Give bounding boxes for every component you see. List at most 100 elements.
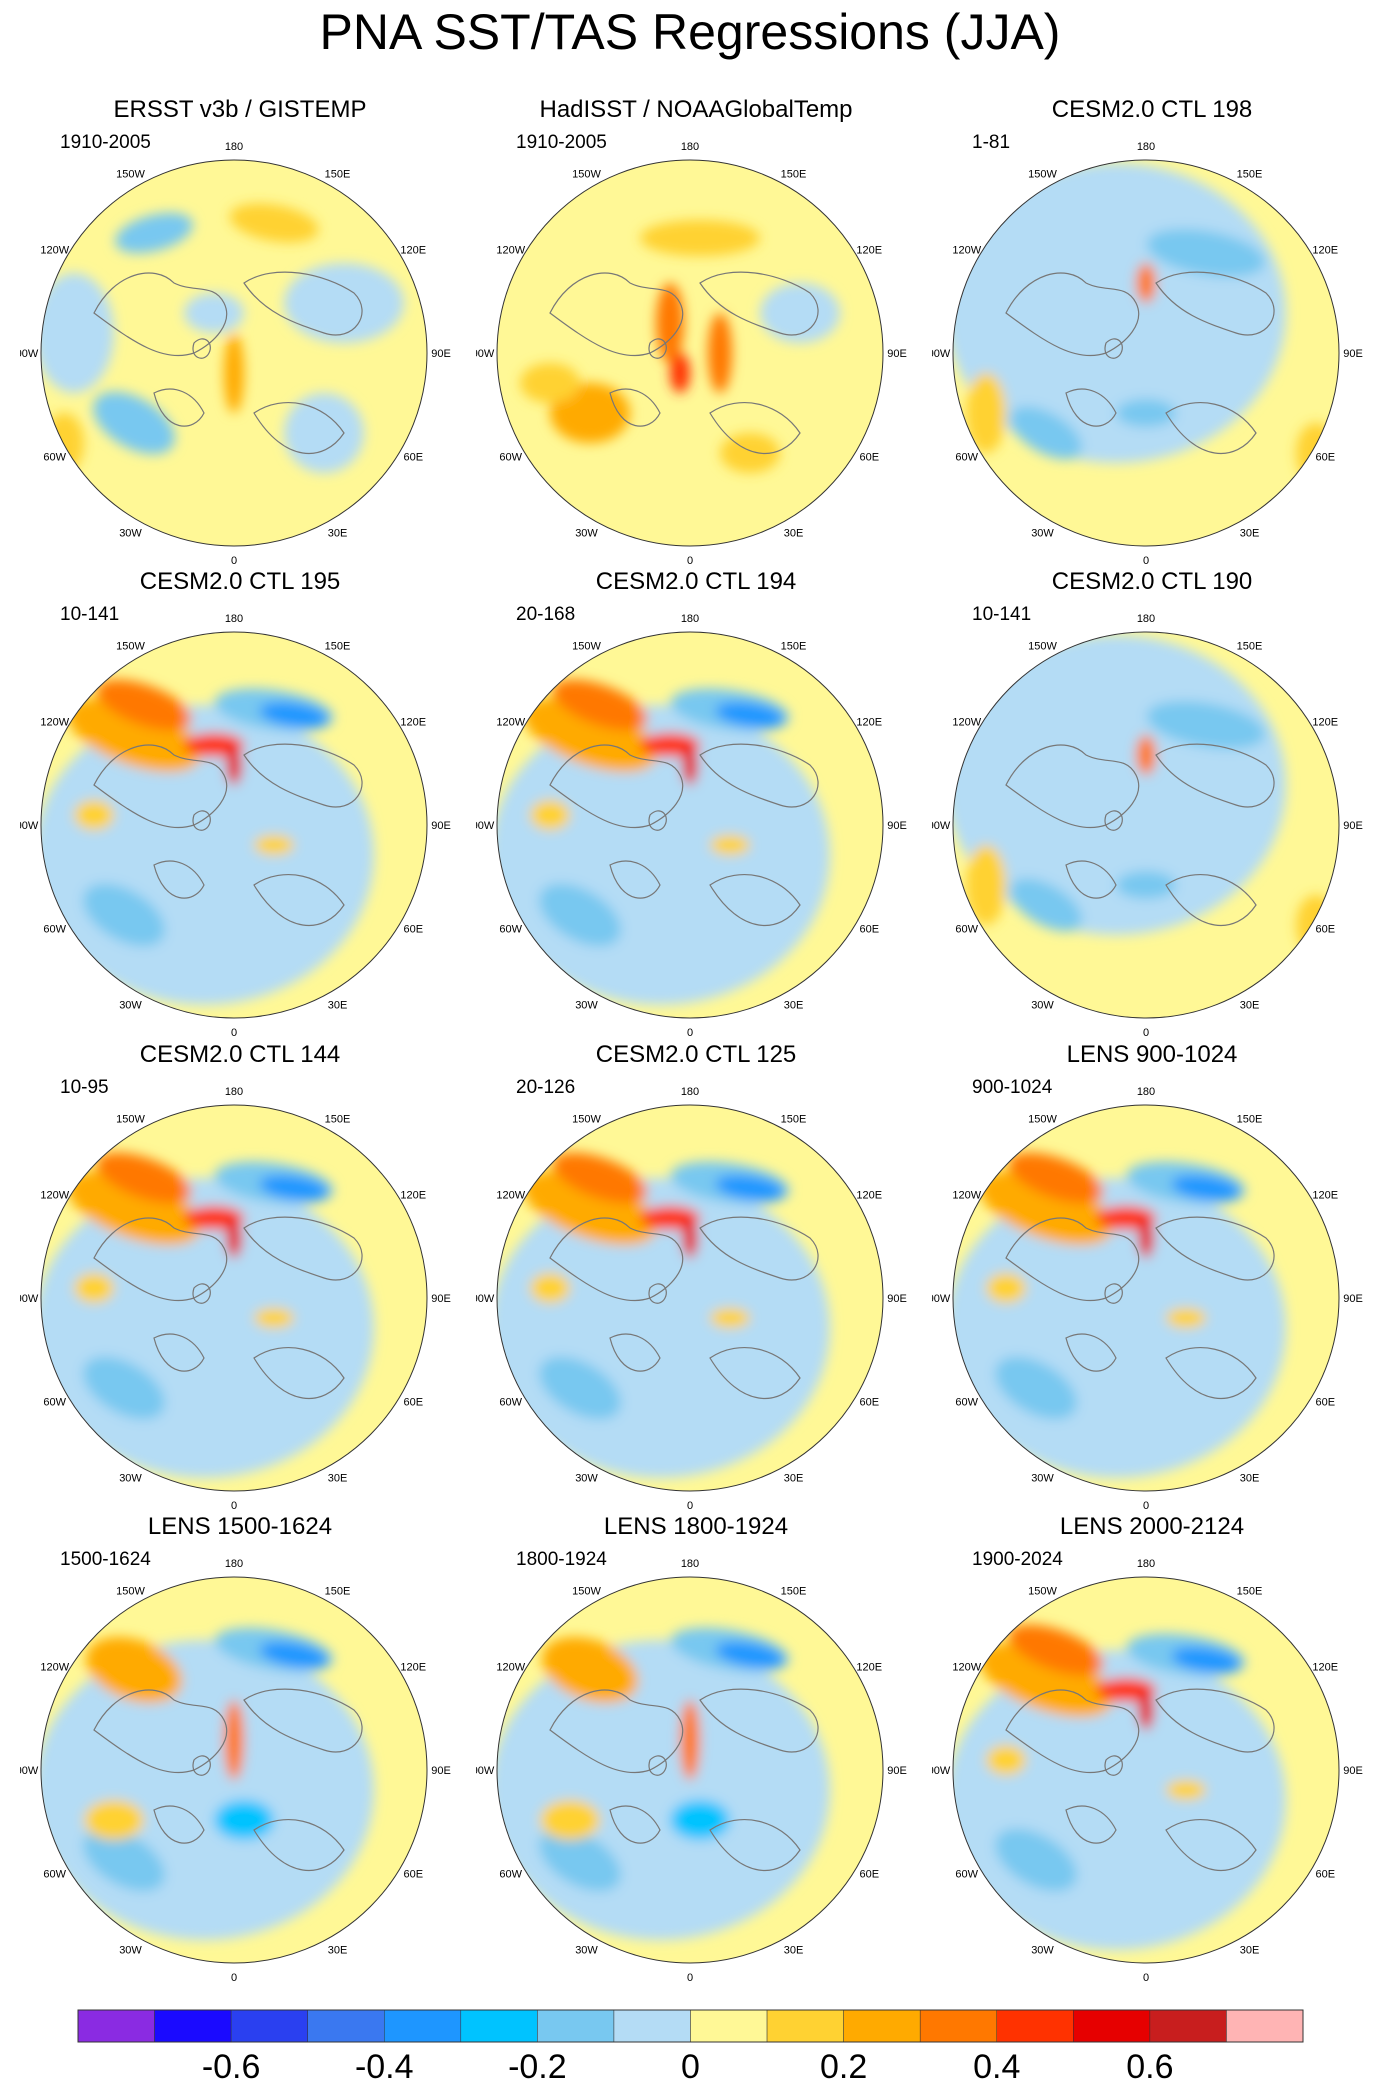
coastline	[243, 743, 363, 808]
longitude-label: 120E	[1312, 245, 1338, 257]
longitude-label: 150E	[325, 169, 351, 181]
coastline	[1165, 874, 1257, 927]
anomaly-region	[710, 835, 750, 855]
longitude-label: 60W	[499, 1869, 522, 1881]
anomaly-region	[84, 1800, 144, 1840]
coastline	[549, 1689, 684, 1774]
longitude-label: 120W	[496, 1662, 525, 1674]
longitude-label: 180	[1137, 1086, 1155, 1098]
longitude-label: 90W	[476, 348, 495, 360]
coastline	[253, 1347, 345, 1400]
coastline	[153, 388, 205, 427]
colorbar-swatch	[919, 2009, 997, 2043]
longitude-label: 120E	[400, 717, 426, 729]
longitude-label: 90E	[431, 1765, 451, 1777]
longitude-label: 0	[231, 1027, 237, 1037]
longitude-label: 30E	[1240, 999, 1260, 1011]
colorbar-swatch	[766, 2009, 844, 2043]
longitude-label: 120W	[40, 717, 69, 729]
colorbar-label: 0.6	[1126, 2048, 1173, 2086]
panel-title: CESM2.0 CTL 195	[139, 568, 341, 595]
longitude-label: 0	[687, 555, 693, 565]
anomaly-region	[708, 313, 732, 393]
longitude-label: 150E	[781, 641, 807, 653]
anomaly-region	[682, 745, 698, 785]
colorbar-swatch	[154, 2009, 232, 2043]
longitude-label: 180	[225, 1086, 243, 1098]
colorbar-swatch	[1073, 2009, 1151, 2043]
map-boundary	[952, 631, 1340, 1019]
coastline	[243, 1216, 363, 1281]
longitude-label: 60W	[43, 452, 66, 464]
polar-map: 180 150E 120E 90E 60E 30E 0 30W 60W 90W 120W 150W	[932, 141, 1363, 565]
anomaly-region	[85, 1637, 183, 1703]
coastline	[153, 1805, 205, 1844]
longitude-label: 120W	[952, 1190, 981, 1202]
coastline	[93, 272, 228, 357]
longitude-label: 60E	[859, 452, 879, 464]
coastline	[609, 1805, 661, 1844]
anomaly-region	[540, 1800, 600, 1840]
coastline	[648, 1755, 667, 1776]
map-panel: HadISST / NOAAGlobalTemp 180 150E 120E 90E 60…	[476, 95, 916, 565]
anomaly-region	[986, 1745, 1026, 1775]
longitude-label: 90W	[20, 348, 39, 360]
panel-years: 1900-2024	[972, 1549, 1063, 1570]
anomaly-region	[1138, 1218, 1154, 1258]
longitude-label: 60E	[1315, 452, 1335, 464]
colorbar-swatch	[537, 2009, 615, 2043]
longitude-label: 60W	[499, 924, 522, 936]
anomaly-region	[284, 263, 404, 343]
longitude-label: 150E	[781, 1114, 807, 1126]
anomaly-region	[1146, 228, 1266, 278]
longitude-label: 0	[1143, 1972, 1149, 1982]
longitude-label: 120W	[40, 1190, 69, 1202]
map-panel: LENS 1500-1624 180 150E 120E 90E 60E 30E 0 30W 60…	[20, 1512, 460, 1982]
longitude-label: 150E	[325, 641, 351, 653]
longitude-label: 150W	[116, 641, 145, 653]
anomaly-region	[530, 1273, 570, 1303]
coastline	[1155, 1216, 1275, 1281]
longitude-label: 0	[1143, 555, 1149, 565]
longitude-label: 30W	[1031, 999, 1054, 1011]
longitude-label: 30W	[575, 527, 598, 539]
anomaly-region	[41, 1640, 374, 1940]
longitude-label: 60W	[43, 924, 66, 936]
longitude-label: 90E	[1343, 1765, 1363, 1777]
anomaly-region	[93, 391, 175, 455]
colorbar-swatch	[307, 2009, 385, 2043]
longitude-label: 120W	[952, 717, 981, 729]
anomaly-region	[83, 1828, 165, 1892]
anomaly-region	[995, 1828, 1077, 1892]
longitude-label: 60E	[403, 924, 423, 936]
coastline	[243, 271, 363, 336]
panel-years: 1800-1924	[516, 1549, 607, 1570]
longitude-label: 180	[681, 1086, 699, 1098]
colorbar-swatch	[613, 2009, 691, 2043]
anomaly-region	[96, 1152, 192, 1204]
longitude-label: 120E	[856, 1190, 882, 1202]
panel-years: 900-1024	[972, 1077, 1053, 1098]
longitude-label: 90E	[431, 348, 451, 360]
anomaly-region	[1116, 871, 1176, 899]
anomaly-region	[523, 698, 657, 772]
colorbar-frame	[77, 2009, 1304, 2043]
longitude-label: 60E	[403, 1397, 423, 1409]
longitude-label: 0	[231, 1500, 237, 1510]
longitude-label: 90E	[431, 820, 451, 832]
anomaly-region	[224, 1700, 244, 1780]
coastline	[709, 1819, 801, 1872]
longitude-label: 90E	[1343, 1293, 1363, 1305]
coastline	[549, 1217, 684, 1302]
anomaly-region	[986, 1273, 1026, 1303]
longitude-label: 150W	[116, 1586, 145, 1598]
longitude-label: 30E	[1240, 1944, 1260, 1956]
anomaly-region	[497, 1640, 830, 1940]
anomaly-region	[680, 1700, 700, 1780]
longitude-label: 60E	[859, 924, 879, 936]
longitude-label: 0	[1143, 1027, 1149, 1037]
longitude-label: 90W	[476, 820, 495, 832]
colorbar-swatch	[460, 2009, 538, 2043]
longitude-label: 0	[231, 1972, 237, 1982]
panel-title: LENS 1800-1924	[603, 1513, 789, 1540]
